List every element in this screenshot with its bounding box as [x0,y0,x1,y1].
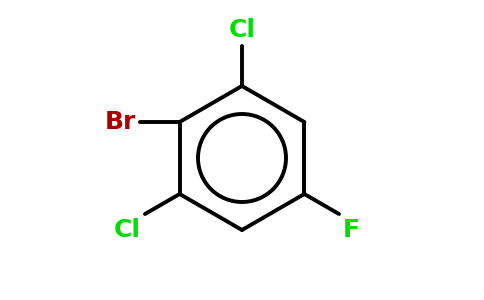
Text: Cl: Cl [228,18,256,42]
Text: Cl: Cl [114,218,141,242]
Text: F: F [343,218,360,242]
Text: Br: Br [104,110,136,134]
